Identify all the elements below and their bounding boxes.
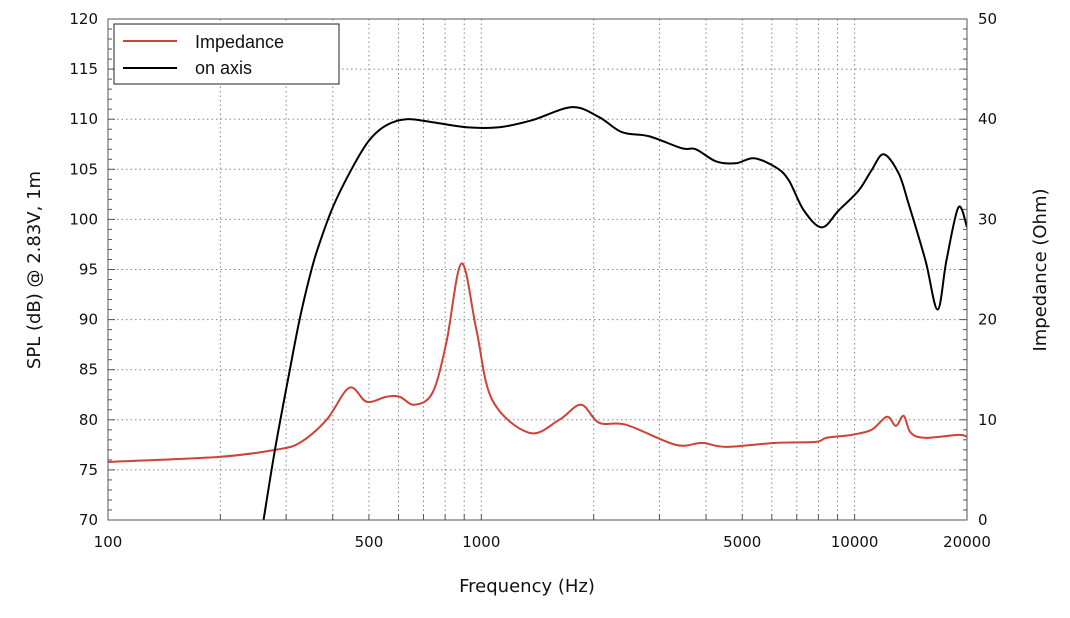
y2-axis-label: Impedance (Ohm) [1030, 188, 1051, 351]
x-tick-label: 100 [94, 533, 123, 551]
series-line-on-axis [262, 106, 967, 520]
legend-box [113, 23, 340, 85]
plot-frame [107, 18, 968, 521]
y2-tick-label: 30 [978, 210, 997, 228]
series-lines [108, 106, 967, 520]
x-axis-label: Frequency (Hz) [459, 576, 595, 597]
x-tick-label: 500 [355, 533, 384, 551]
series-line-impedance [108, 262, 967, 463]
tick-labels: 100 500 1000 5000 10000 200007075808590951001… [69, 10, 997, 551]
legend-label-on-axis: on axis [195, 58, 252, 78]
y2-tick-label: 40 [978, 110, 997, 128]
legend-label-impedance: Impedance [195, 32, 284, 52]
y2-tick-label: 0 [978, 511, 988, 529]
y-tick-label: 120 [69, 10, 98, 28]
y-tick-label: 100 [69, 210, 98, 228]
x-tick-label: 10000 [831, 533, 879, 551]
y-tick-label: 95 [79, 261, 98, 279]
y2-tick-label: 50 [978, 10, 997, 28]
y2-tick-label: 10 [978, 411, 997, 429]
y-tick-label: 70 [79, 511, 98, 529]
y-tick-label: 115 [69, 60, 98, 78]
legend: Impedance on axis [113, 23, 340, 85]
y-tick-label: 90 [79, 311, 98, 329]
y-tick-label: 105 [69, 160, 98, 178]
x-tick-label: 20000 [943, 533, 991, 551]
x-tick-label: 1000 [462, 533, 500, 551]
y-tick-label: 85 [79, 361, 98, 379]
grid [108, 19, 967, 520]
y-tick-label: 75 [79, 461, 98, 479]
y-axis-label: SPL (dB) @ 2.83V, 1m [24, 171, 45, 369]
x-tick-label: 5000 [723, 533, 761, 551]
y-tick-label: 80 [79, 411, 98, 429]
y2-tick-label: 20 [978, 311, 997, 329]
y-tick-label: 110 [69, 110, 98, 128]
